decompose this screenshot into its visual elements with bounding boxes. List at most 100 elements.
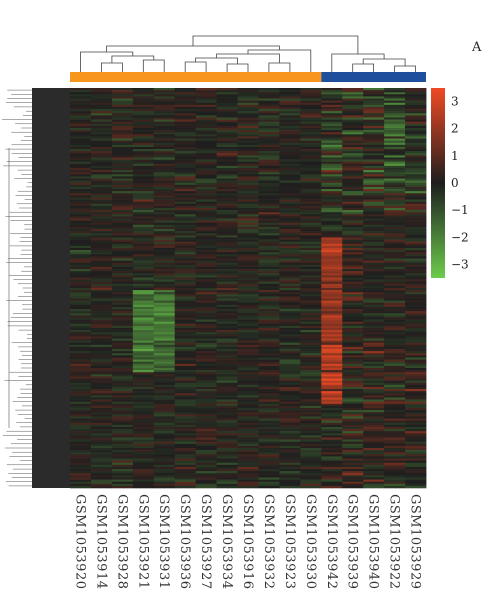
heatmap-cell: [405, 452, 427, 455]
heatmap-cell: [132, 277, 155, 280]
heatmap-cell: [321, 380, 343, 384]
heatmap-cell: [384, 464, 406, 468]
heatmap-cell: [300, 218, 322, 221]
heatmap-cell: [363, 254, 385, 257]
heatmap-cell: [70, 437, 92, 440]
heatmap-cell: [153, 260, 176, 264]
heatmap-cell: [363, 363, 385, 367]
heatmap-cell: [279, 180, 301, 184]
heatmap-cell: [153, 426, 176, 430]
heatmap-cell: [153, 294, 176, 297]
heatmap-cell: [384, 410, 406, 413]
heatmap-cell: [153, 125, 176, 129]
heatmap-cell: [90, 475, 113, 478]
heatmap-cell: [363, 163, 385, 167]
heatmap-cell: [90, 155, 113, 158]
heatmap-cell: [321, 357, 343, 360]
heatmap-cell: [321, 439, 343, 442]
heatmap-cell: [174, 380, 197, 384]
heatmap-cell: [132, 477, 155, 480]
heatmap-cell: [258, 123, 280, 127]
heatmap-cell: [279, 483, 301, 487]
heatmap-cell: [258, 140, 280, 144]
column-label: GSM1053936: [177, 494, 192, 590]
heatmap-cell: [279, 471, 301, 474]
heatmap-cell: [300, 315, 322, 318]
heatmap-cell: [405, 220, 427, 224]
heatmap-cell: [279, 424, 301, 428]
heatmap-cell: [153, 306, 176, 310]
heatmap-cell: [342, 229, 364, 232]
heatmap-cell: [405, 193, 427, 196]
heatmap-cell: [174, 237, 197, 240]
heatmap-cell: [111, 464, 134, 468]
heatmap-cell: [363, 283, 385, 287]
heatmap-cell: [237, 271, 259, 274]
heatmap-cell: [363, 405, 385, 409]
heatmap-cell: [405, 325, 427, 329]
heatmap-cell: [363, 165, 385, 169]
heatmap-cell: [300, 296, 322, 299]
heatmap-cell: [363, 119, 385, 122]
heatmap-cell: [174, 466, 197, 470]
heatmap-cell: [279, 321, 301, 325]
heatmap-cell: [111, 197, 134, 200]
heatmap-cell: [363, 226, 385, 230]
heatmap-cell: [237, 100, 259, 104]
heatmap-cell: [216, 412, 238, 415]
heatmap-cell: [111, 403, 134, 407]
heatmap-cell: [342, 235, 364, 238]
heatmap-cell: [321, 292, 343, 295]
heatmap-cell: [321, 290, 343, 293]
heatmap-cell: [174, 435, 197, 438]
heatmap-cell: [195, 170, 217, 173]
heatmap-cell: [237, 420, 259, 424]
heatmap-cell: [363, 393, 385, 396]
heatmap-cell: [237, 313, 259, 316]
heatmap-cell: [342, 189, 364, 192]
heatmap-cell: [405, 218, 427, 221]
heatmap-cell: [70, 323, 92, 327]
heatmap-cell: [90, 182, 113, 186]
heatmap-cell: [300, 429, 322, 432]
heatmap-cell: [384, 424, 406, 428]
heatmap-cell: [363, 98, 385, 101]
heatmap-cell: [279, 168, 301, 171]
heatmap-cell: [90, 229, 113, 232]
heatmap-cell: [279, 429, 301, 432]
heatmap-cell: [111, 395, 134, 398]
heatmap-cell: [237, 466, 259, 470]
heatmap-cell: [174, 393, 197, 396]
group-color-segment: [70, 72, 322, 82]
heatmap-cell: [258, 201, 280, 205]
heatmap-cell: [70, 260, 92, 264]
heatmap-cell: [279, 88, 301, 91]
heatmap-cell: [258, 319, 280, 322]
heatmap-cell: [90, 102, 113, 106]
heatmap-cell: [132, 90, 155, 93]
heatmap-cell: [342, 386, 364, 390]
heatmap-cell: [363, 344, 385, 348]
heatmap-cell: [195, 100, 217, 104]
heatmap-cell: [70, 102, 92, 106]
heatmap-cell: [90, 149, 113, 152]
heatmap-cell: [153, 323, 176, 327]
heatmap-cell: [70, 405, 92, 409]
heatmap-cell: [342, 174, 364, 177]
heatmap-cell: [258, 210, 280, 213]
heatmap-cell: [363, 113, 385, 116]
heatmap-cell: [90, 349, 113, 352]
heatmap-cell: [405, 203, 427, 207]
heatmap-cell: [111, 224, 134, 228]
heatmap-cell: [384, 433, 406, 436]
heatmap-cell: [279, 416, 301, 419]
heatmap-cell: [195, 235, 217, 238]
heatmap-cell: [363, 100, 385, 104]
heatmap-cell: [237, 338, 259, 341]
heatmap-cell: [90, 485, 113, 489]
heatmap-cell: [384, 153, 406, 156]
heatmap-cell: [174, 104, 197, 108]
heatmap-cell: [342, 368, 364, 371]
heatmap-cell: [216, 475, 238, 478]
heatmap-cell: [237, 283, 259, 287]
